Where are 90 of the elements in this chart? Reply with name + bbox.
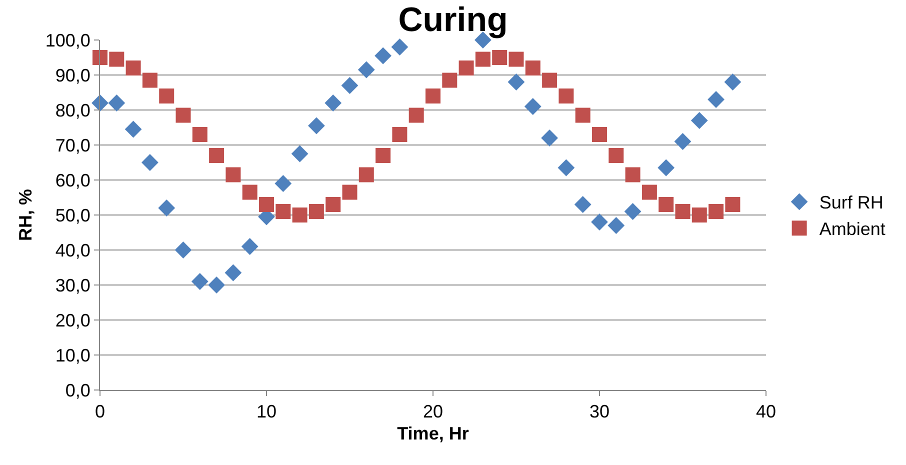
point [259, 197, 274, 212]
point [358, 167, 374, 182]
x-tick-label: 0 [94, 402, 106, 422]
y-tick-label: 80,0 [55, 100, 90, 120]
x-axis-title: Time, Hr [397, 424, 469, 444]
point [708, 204, 724, 219]
point [492, 50, 508, 65]
point [241, 238, 258, 255]
point [392, 127, 408, 142]
y-tick-label: 20,0 [55, 310, 90, 330]
point [658, 197, 674, 212]
y-tick-label: 70,0 [55, 135, 90, 156]
legend-label: Surf RH [819, 192, 884, 213]
point [126, 60, 141, 76]
point [109, 52, 124, 67]
point [158, 200, 176, 216]
point [624, 203, 642, 220]
point [542, 72, 558, 88]
point [326, 197, 341, 212]
point [92, 50, 108, 65]
point [308, 117, 325, 134]
point [292, 208, 308, 222]
point [426, 88, 440, 104]
point [592, 127, 607, 142]
point [142, 72, 158, 88]
point [442, 72, 458, 88]
point [475, 52, 490, 67]
point [658, 159, 675, 176]
point [224, 264, 242, 282]
point [724, 74, 742, 90]
point [608, 148, 624, 163]
y-tick-label: 10,0 [55, 345, 90, 366]
point [458, 60, 474, 76]
point [525, 60, 540, 76]
point [558, 88, 574, 104]
point [192, 127, 208, 142]
point [708, 91, 724, 108]
point [358, 61, 375, 78]
point [342, 184, 358, 200]
point [642, 184, 657, 200]
point [324, 94, 342, 112]
point [558, 159, 575, 176]
point [575, 108, 590, 123]
point [690, 112, 708, 129]
point [274, 175, 292, 192]
point [208, 276, 225, 294]
point [692, 208, 707, 222]
point [408, 108, 424, 123]
point [541, 130, 558, 146]
y-tick-label: 40,0 [55, 240, 90, 260]
point [608, 217, 625, 234]
y-tick-label: 100,0 [45, 30, 90, 50]
y-tick-label: 30,0 [55, 275, 90, 296]
x-tick-label: 40 [756, 402, 776, 422]
point [574, 196, 592, 213]
y-tick-label: 50,0 [55, 205, 90, 226]
x-tick-label: 30 [589, 402, 610, 422]
point [308, 204, 324, 219]
point [675, 204, 690, 219]
point [209, 148, 224, 163]
point [341, 77, 358, 94]
point [124, 120, 142, 138]
point [591, 214, 608, 230]
point [176, 108, 191, 123]
point [725, 197, 740, 212]
point [191, 273, 208, 290]
point [391, 38, 408, 56]
point [508, 52, 524, 67]
point [242, 184, 258, 200]
y-tick-label: 90,0 [55, 65, 90, 86]
point [508, 74, 525, 90]
point [291, 145, 308, 162]
point [524, 98, 542, 115]
y-axis-title: RH, % [16, 188, 36, 242]
point [625, 167, 640, 182]
y-tick-label: 0,0 [65, 380, 90, 400]
chart-title: Curing [398, 0, 508, 39]
y-tick-label: 60,0 [55, 170, 90, 190]
point [374, 47, 392, 64]
point [226, 167, 241, 182]
point [159, 88, 174, 104]
point [276, 204, 291, 219]
point [674, 133, 692, 150]
point [108, 94, 126, 112]
point [142, 154, 158, 171]
legend-label: Ambient [819, 219, 886, 240]
point [174, 242, 192, 258]
x-tick-label: 10 [256, 402, 277, 422]
point [376, 148, 391, 163]
x-tick-label: 20 [422, 402, 444, 422]
